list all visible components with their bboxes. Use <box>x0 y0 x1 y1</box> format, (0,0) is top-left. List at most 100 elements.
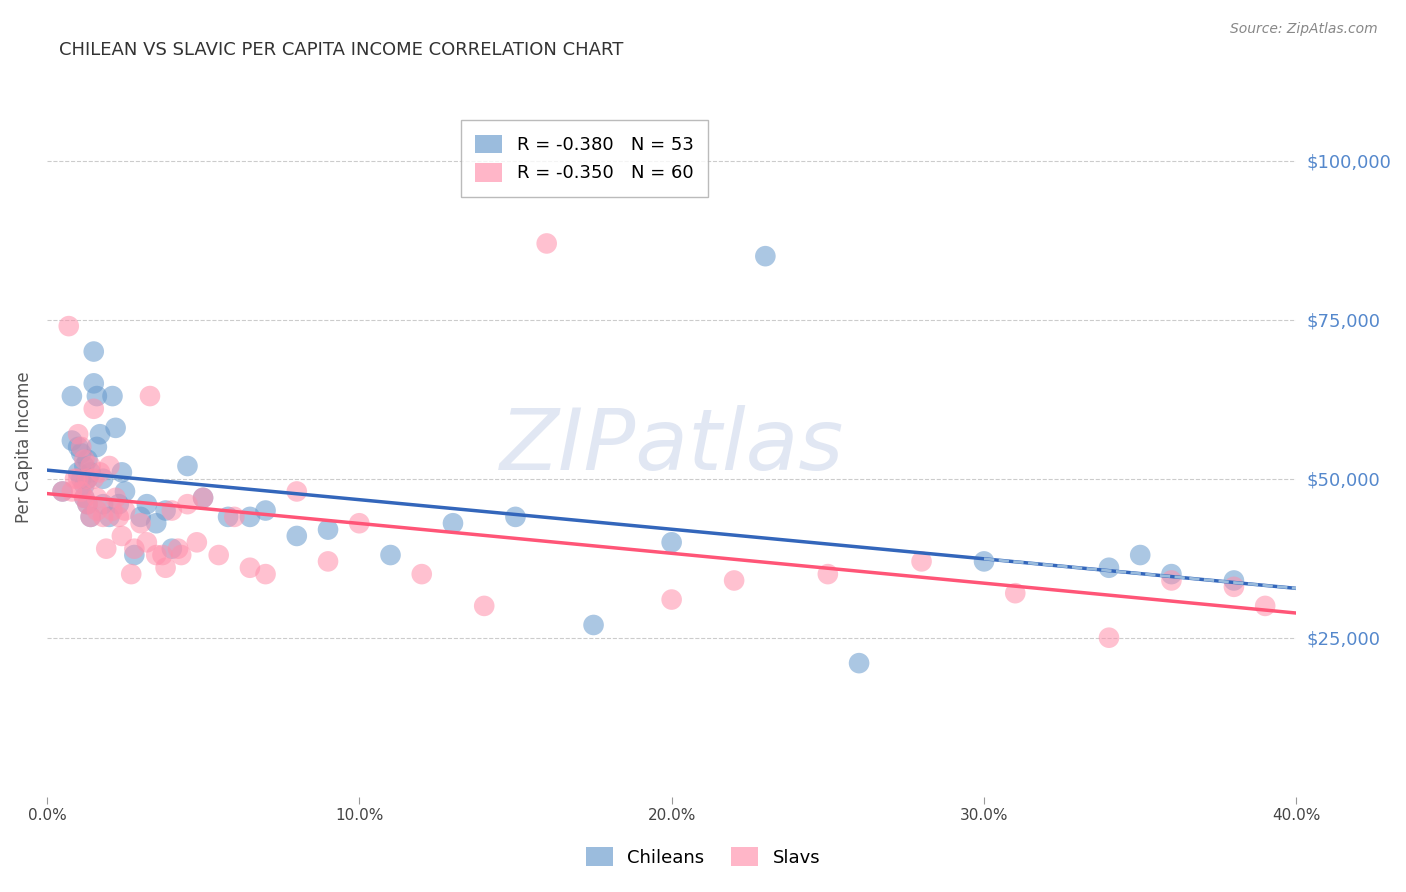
Chileans <box>91 497 114 511</box>
Chileans <box>505 509 527 524</box>
Slavs <box>86 491 108 505</box>
Chileans <box>1098 560 1121 574</box>
Chileans <box>124 548 146 562</box>
Chileans <box>60 434 83 448</box>
Chileans <box>91 472 114 486</box>
Text: ZIPatlas: ZIPatlas <box>499 406 844 489</box>
Slavs <box>129 516 152 531</box>
Chileans <box>86 440 108 454</box>
Slavs <box>170 548 193 562</box>
Chileans <box>76 472 98 486</box>
Chileans <box>76 497 98 511</box>
Chileans <box>1160 567 1182 582</box>
Chileans <box>145 516 167 531</box>
Slavs <box>73 491 96 505</box>
Chileans <box>73 458 96 473</box>
Legend: Chileans, Slavs: Chileans, Slavs <box>578 840 828 874</box>
Chileans <box>79 466 101 480</box>
Chileans <box>129 509 152 524</box>
Chileans <box>83 376 105 391</box>
Chileans <box>104 421 127 435</box>
Chileans <box>79 509 101 524</box>
Slavs <box>152 548 174 562</box>
Y-axis label: Per Capita Income: Per Capita Income <box>15 371 32 523</box>
Chileans <box>83 344 105 359</box>
Slavs <box>254 567 277 582</box>
Slavs <box>1160 574 1182 588</box>
Slavs <box>63 472 86 486</box>
Slavs <box>135 535 157 549</box>
Chileans <box>70 446 93 460</box>
Chileans <box>254 503 277 517</box>
Slavs <box>208 548 231 562</box>
Slavs <box>79 458 101 473</box>
Slavs <box>139 389 162 403</box>
Chileans <box>51 484 73 499</box>
Slavs <box>67 427 90 442</box>
Slavs <box>167 541 190 556</box>
Slavs <box>101 503 124 517</box>
Chileans <box>73 491 96 505</box>
Slavs <box>120 567 142 582</box>
Slavs <box>145 548 167 562</box>
Slavs <box>723 574 745 588</box>
Chileans <box>111 466 134 480</box>
Chileans <box>848 656 870 670</box>
Slavs <box>67 472 90 486</box>
Chileans <box>191 491 214 505</box>
Chileans <box>1223 574 1246 588</box>
Slavs <box>160 503 183 517</box>
Slavs <box>176 497 198 511</box>
Slavs <box>349 516 371 531</box>
Slavs <box>114 503 136 517</box>
Text: Source: ZipAtlas.com: Source: ZipAtlas.com <box>1230 22 1378 37</box>
Chileans <box>160 541 183 556</box>
Slavs <box>910 554 932 568</box>
Slavs <box>124 541 146 556</box>
Slavs <box>817 567 839 582</box>
Chileans <box>101 389 124 403</box>
Slavs <box>73 452 96 467</box>
Chileans <box>239 509 262 524</box>
Slavs <box>111 529 134 543</box>
Slavs <box>79 509 101 524</box>
Chileans <box>89 427 111 442</box>
Chileans <box>316 523 339 537</box>
Slavs <box>98 458 121 473</box>
Slavs <box>472 599 495 613</box>
Slavs <box>186 535 208 549</box>
Chileans <box>73 478 96 492</box>
Slavs <box>1223 580 1246 594</box>
Chileans <box>754 249 776 263</box>
Slavs <box>155 560 177 574</box>
Slavs <box>107 509 129 524</box>
Slavs <box>83 472 105 486</box>
Slavs <box>104 491 127 505</box>
Slavs <box>89 466 111 480</box>
Slavs <box>91 509 114 524</box>
Slavs <box>70 440 93 454</box>
Chileans <box>67 466 90 480</box>
Chileans <box>582 618 605 632</box>
Slavs <box>58 319 80 334</box>
Slavs <box>411 567 433 582</box>
Slavs <box>86 503 108 517</box>
Slavs <box>70 484 93 499</box>
Chileans <box>285 529 308 543</box>
Text: CHILEAN VS SLAVIC PER CAPITA INCOME CORRELATION CHART: CHILEAN VS SLAVIC PER CAPITA INCOME CORR… <box>59 41 624 60</box>
Slavs <box>1098 631 1121 645</box>
Chileans <box>76 452 98 467</box>
Chileans <box>176 458 198 473</box>
Chileans <box>217 509 239 524</box>
Chileans <box>107 497 129 511</box>
Slavs <box>285 484 308 499</box>
Slavs <box>51 484 73 499</box>
Slavs <box>60 484 83 499</box>
Slavs <box>191 491 214 505</box>
Chileans <box>661 535 683 549</box>
Chileans <box>114 484 136 499</box>
Chileans <box>380 548 402 562</box>
Chileans <box>98 509 121 524</box>
Legend: R = -0.380   N = 53, R = -0.350   N = 60: R = -0.380 N = 53, R = -0.350 N = 60 <box>461 120 707 197</box>
Slavs <box>661 592 683 607</box>
